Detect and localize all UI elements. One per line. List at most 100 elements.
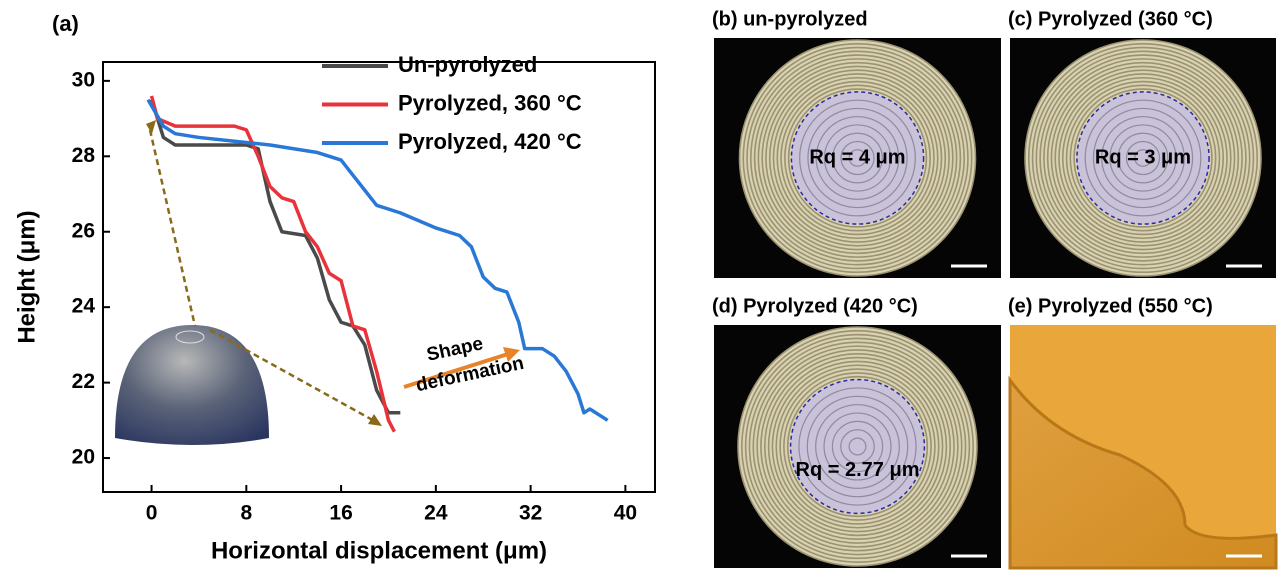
x-tick-label: 24 bbox=[424, 502, 448, 525]
lens-ring bbox=[1031, 46, 1255, 270]
lens-ring bbox=[1125, 140, 1161, 176]
lens-ring bbox=[737, 326, 978, 567]
lens-ring bbox=[848, 149, 867, 167]
x-tick-label: 0 bbox=[146, 502, 158, 525]
lens-ring bbox=[815, 116, 900, 200]
legend-label: Un-pyrolyzed bbox=[398, 52, 537, 77]
lens-ring bbox=[761, 61, 954, 255]
lens-ring bbox=[1092, 107, 1194, 209]
x-tick-label: 40 bbox=[614, 502, 637, 525]
lens-ring bbox=[799, 99, 916, 217]
y-tick-label: 30 bbox=[72, 68, 95, 91]
lens-ring bbox=[757, 58, 958, 258]
lens-ring bbox=[1073, 88, 1213, 228]
lens-ring bbox=[823, 124, 892, 192]
roughness-label: Rq = 2.77 μm bbox=[796, 459, 920, 481]
measurement-boundary bbox=[789, 378, 926, 515]
lens-ring bbox=[831, 420, 884, 473]
micrograph bbox=[714, 325, 1001, 568]
lens-ring bbox=[1024, 39, 1262, 277]
lens-ring bbox=[1061, 76, 1225, 240]
lens-ring bbox=[744, 333, 971, 560]
y-tick-label: 24 bbox=[72, 295, 96, 318]
lens-ring bbox=[1054, 69, 1232, 247]
lens-ring bbox=[742, 42, 973, 274]
lens-ring bbox=[765, 65, 950, 251]
measurement-boundary bbox=[1076, 91, 1210, 225]
lens-ring bbox=[746, 46, 969, 270]
micrograph-panels: (b) un-pyrolyzed Rq = 4 μm (c) Pyrolyzed (… bbox=[712, 8, 1278, 570]
lens-ring bbox=[750, 50, 965, 266]
lens-ring bbox=[807, 107, 908, 209]
lens-ring bbox=[768, 69, 947, 247]
lens-inner bbox=[1076, 91, 1210, 225]
y-axis-label: Height (μm) bbox=[13, 210, 40, 343]
lens-ring bbox=[760, 349, 955, 544]
lens-ring bbox=[738, 39, 977, 277]
lens-ring bbox=[840, 140, 875, 176]
y-tick-label: 20 bbox=[72, 446, 95, 469]
y-tick-label: 22 bbox=[72, 370, 95, 393]
micrograph bbox=[1008, 325, 1278, 570]
lens-ring bbox=[779, 368, 936, 525]
lens-inner bbox=[791, 91, 924, 225]
micrograph bbox=[1010, 38, 1276, 278]
lens-ring bbox=[776, 76, 939, 240]
lens-ring bbox=[823, 412, 892, 481]
lens-ring bbox=[772, 73, 943, 243]
lens-ring bbox=[1084, 99, 1202, 217]
lens-ring bbox=[1109, 124, 1177, 192]
roughness-label: Rq = 4 μm bbox=[809, 146, 905, 168]
panel-label: (a) bbox=[52, 11, 79, 36]
lens-ring bbox=[1050, 65, 1236, 251]
measurement-boundary bbox=[790, 91, 925, 225]
lens-ring bbox=[787, 88, 928, 228]
x-axis-label: Horizontal displacement (μm) bbox=[211, 537, 547, 564]
lens-ring bbox=[832, 132, 883, 184]
lens-ring bbox=[1134, 149, 1152, 167]
lens-ring bbox=[1101, 116, 1185, 200]
lens-ring bbox=[806, 395, 909, 498]
annotation: Shape bbox=[425, 333, 485, 365]
lens-ring bbox=[1069, 84, 1217, 232]
lens-ring bbox=[1039, 54, 1247, 262]
plot-frame bbox=[102, 61, 656, 493]
legend-label: Pyrolyzed, 360 °C bbox=[398, 90, 582, 115]
x-tick-label: 8 bbox=[240, 502, 252, 525]
panel-title: (e) Pyrolyzed (550 °C) bbox=[1008, 295, 1213, 317]
data-line bbox=[149, 99, 401, 415]
lens-ring bbox=[763, 352, 952, 541]
lens-ring bbox=[798, 387, 917, 506]
lens-ring bbox=[1035, 50, 1251, 266]
data-line bbox=[146, 98, 609, 422]
lens-ring bbox=[752, 341, 963, 552]
lens-ring bbox=[767, 356, 948, 537]
lens-ring bbox=[815, 404, 900, 489]
roughness-label: Rq = 3 μm bbox=[1095, 146, 1191, 168]
annotation-arrow bbox=[403, 347, 520, 389]
lens-ring bbox=[783, 372, 932, 521]
line-chart: (a) Height (μm) Horizontal displacement … bbox=[13, 11, 656, 564]
legend-label: Pyrolyzed, 420 °C bbox=[398, 129, 582, 154]
lens-ring bbox=[1058, 73, 1228, 243]
lens-ring bbox=[784, 84, 931, 232]
lens-inner bbox=[790, 379, 925, 514]
micrograph bbox=[714, 38, 1001, 278]
lens-ring bbox=[756, 345, 959, 548]
film-region bbox=[1008, 375, 1278, 570]
inset-hemisphere bbox=[115, 120, 382, 445]
lens-ring bbox=[780, 80, 935, 236]
lens-ring bbox=[1046, 61, 1240, 255]
x-tick-label: 16 bbox=[329, 502, 352, 525]
panel-title: (c) Pyrolyzed (360 °C) bbox=[1008, 8, 1213, 30]
lens-ring bbox=[1043, 58, 1243, 258]
y-tick-label: 26 bbox=[72, 219, 95, 242]
panel-title: (d) Pyrolyzed (420 °C) bbox=[712, 295, 918, 317]
lens-ring bbox=[748, 337, 967, 556]
x-tick-label: 32 bbox=[519, 502, 542, 525]
y-tick-label: 28 bbox=[72, 144, 96, 167]
data-line bbox=[149, 95, 396, 433]
lens-ring bbox=[771, 360, 944, 533]
lens-ring bbox=[753, 54, 962, 262]
